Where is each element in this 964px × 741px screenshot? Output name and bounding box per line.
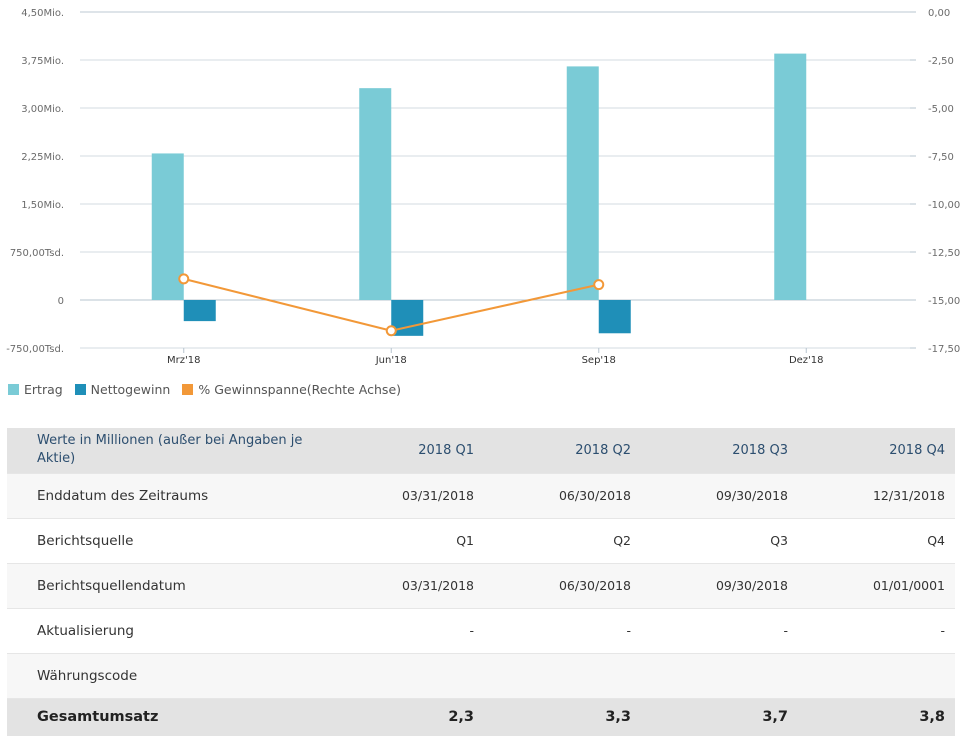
column-header-q1: 2018 Q1	[418, 442, 474, 458]
total-cell-value: 3,3	[605, 709, 631, 726]
row-label: Berichtsquellendatum	[37, 577, 186, 594]
cell-value: 09/30/2018	[715, 488, 788, 503]
right-axis-tick-label: -17,50	[928, 344, 960, 355]
cell-value: -	[469, 623, 474, 638]
point-gewinnspanne	[593, 279, 605, 291]
cell-value: 12/31/2018	[872, 488, 945, 503]
cell-value: -	[626, 623, 631, 638]
total-cell-value: 3,7	[762, 709, 788, 726]
bar-ertrag	[151, 153, 184, 300]
row-label: Währungscode	[37, 667, 138, 684]
table-row: Enddatum des Zeitraums 03/31/2018 06/30/…	[7, 473, 955, 518]
financials-table: Werte in Millionen (außer bei Angaben je…	[7, 428, 955, 736]
right-y-axis: 0,00 -2,50 -5,00 -7,50 -10,00 -12,50 -15,00 -17…	[910, 8, 960, 355]
chart-legend: Ertrag Nettogewinn % Gewinnspanne(Rechte…	[8, 380, 413, 398]
legend-item-nettogewinn[interactable]: Nettogewinn	[74, 381, 171, 397]
cell-value	[484, 653, 641, 698]
total-cell-value: 3,8	[919, 709, 945, 726]
table-row: Aktualisierung - - - -	[7, 608, 955, 653]
bar-nettogewinn	[598, 300, 631, 334]
total-row: Gesamtumsatz 2,3 3,3 3,7 3,8	[7, 698, 955, 736]
bar-ertrag	[359, 88, 392, 300]
cell-value: Q2	[613, 533, 631, 548]
bar-ertrag	[774, 53, 807, 300]
left-axis-tick-label: 2,25Mio.	[21, 152, 64, 163]
legend-item-ertrag[interactable]: Ertrag	[8, 382, 63, 397]
x-axis-tick-label: Dez'18	[789, 355, 824, 366]
point-gewinnspanne	[178, 273, 190, 285]
cell-value: 09/30/2018	[715, 578, 788, 593]
column-header-q3: 2018 Q3	[732, 442, 788, 458]
left-y-axis: 4,50Mio. 3,75Mio. 3,00Mio. 2,25Mio. 1,50Mio.…	[6, 8, 64, 355]
revenue-chart: 4,50Mio. 3,75Mio. 3,00Mio. 2,25Mio. 1,50Mio.…	[6, 8, 960, 366]
cell-value	[641, 653, 798, 698]
cell-value: -	[783, 623, 788, 638]
bar-series	[151, 53, 807, 336]
cell-value: 06/30/2018	[558, 488, 631, 503]
cell-value: Q1	[456, 533, 474, 548]
cell-value	[327, 653, 484, 698]
left-axis-tick-label: 3,00Mio.	[21, 104, 64, 115]
right-axis-tick-label: -5,00	[928, 104, 954, 115]
right-axis-tick-label: -7,50	[928, 152, 954, 163]
bar-ertrag	[566, 66, 599, 301]
legend-swatch-nettogewinn	[74, 383, 86, 395]
grid-lines	[80, 11, 910, 349]
right-axis-tick-label: -15,00	[928, 296, 960, 307]
cell-value: 03/31/2018	[401, 488, 474, 503]
cell-value: -	[940, 623, 945, 638]
legend-swatch-ertrag	[8, 383, 19, 395]
cell-value: Q3	[770, 533, 788, 548]
table-row: Währungscode	[7, 653, 955, 698]
row-label: Berichtsquelle	[37, 532, 134, 549]
total-cell-value: 2,3	[448, 709, 474, 726]
left-axis-tick-label: 0	[58, 296, 64, 307]
right-axis-tick-label: 0,00	[928, 8, 950, 19]
point-gewinnspanne	[385, 325, 397, 337]
x-axis: Mrz'18 Jun'18 Sep'18 Dez'18	[167, 348, 824, 366]
row-label: Enddatum des Zeitraums	[37, 487, 209, 504]
table-row: Berichtsquellendatum 03/31/2018 06/30/20…	[7, 563, 955, 608]
column-header-q4: 2018 Q4	[889, 442, 945, 458]
table-row: Berichtsquelle Q1 Q2 Q3 Q4	[7, 518, 955, 563]
legend-label-gewinnspanne: % Gewinnspanne(Rechte Achse)	[198, 381, 402, 397]
left-axis-tick-label: 3,75Mio.	[21, 56, 64, 67]
legend-label-nettogewinn: Nettogewinn	[90, 381, 171, 397]
left-axis-tick-label: 1,50Mio.	[21, 200, 64, 211]
right-axis-tick-label: -10,00	[928, 200, 960, 211]
x-axis-tick-label: Jun'18	[375, 355, 407, 366]
x-axis-tick-label: Mrz'18	[167, 355, 200, 366]
cell-value	[798, 653, 955, 698]
x-axis-tick-label: Sep'18	[582, 355, 616, 366]
right-axis-tick-label: -12,50	[928, 248, 960, 259]
right-axis-tick-label: -2,50	[928, 56, 954, 67]
column-header-q2: 2018 Q2	[575, 442, 631, 458]
cell-value: 06/30/2018	[558, 578, 631, 593]
left-axis-tick-label: 750,00Tsd.	[10, 248, 64, 259]
cell-value: 01/01/0001	[872, 578, 945, 593]
cell-value: 03/31/2018	[401, 578, 474, 593]
left-axis-tick-label: 4,50Mio.	[21, 8, 64, 19]
cell-value: Q4	[927, 533, 945, 548]
table-header-label: Werte in Millionen (außer bei Angaben je…	[37, 433, 303, 467]
legend-swatch-gewinnspanne	[182, 383, 194, 395]
line-series	[178, 273, 605, 337]
row-label: Aktualisierung	[37, 622, 134, 639]
legend-item-gewinnspanne[interactable]: % Gewinnspanne(Rechte Achse)	[182, 382, 401, 397]
total-row-label: Gesamtumsatz	[37, 709, 159, 726]
bar-nettogewinn	[183, 300, 216, 322]
table-header-row: Werte in Millionen (außer bei Angaben je…	[7, 428, 955, 473]
left-axis-tick-label: -750,00Tsd.	[6, 344, 64, 355]
legend-label-ertrag: Ertrag	[24, 381, 63, 397]
